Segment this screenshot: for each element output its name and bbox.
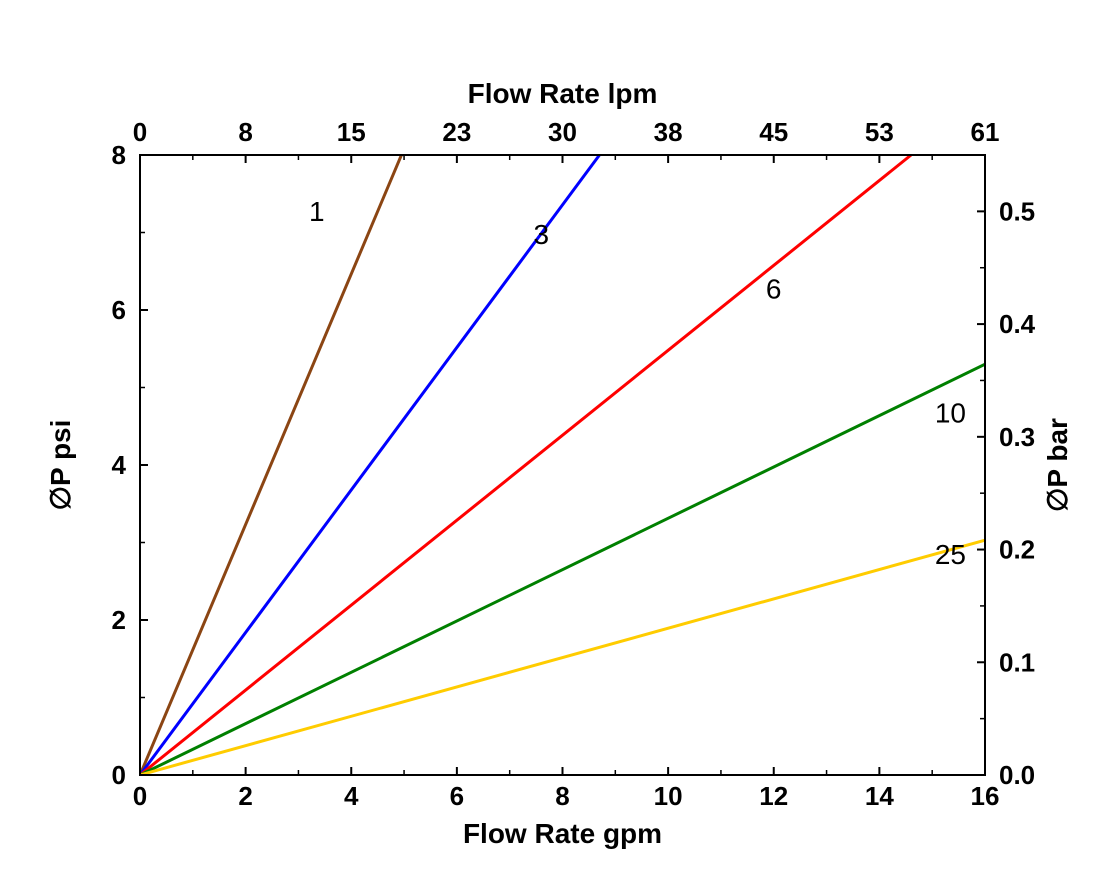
x-bottom-title: Flow Rate gpm <box>463 818 662 849</box>
x-top-tick-label: 0 <box>133 117 147 147</box>
x-top-title: Flow Rate lpm <box>468 78 658 109</box>
y-right-tick-label: 0.0 <box>999 760 1035 790</box>
y-left-tick-label: 0 <box>112 760 126 790</box>
x-bottom-tick-label: 14 <box>865 781 894 811</box>
x-bottom-tick-label: 4 <box>344 781 359 811</box>
series-label-25: 25 <box>935 539 966 570</box>
series-label-10: 10 <box>935 397 966 428</box>
x-bottom-tick-label: 12 <box>759 781 788 811</box>
chart-root: 0246810121416Flow Rate gpm08152330384553… <box>0 0 1120 886</box>
x-top-tick-label: 30 <box>548 117 577 147</box>
y-right-tick-label: 0.2 <box>999 535 1035 565</box>
y-right-tick-label: 0.4 <box>999 309 1036 339</box>
series-label-3: 3 <box>533 219 549 250</box>
x-top-tick-label: 53 <box>865 117 894 147</box>
series-label-6: 6 <box>766 273 782 304</box>
y-left-title: ∅P psi <box>45 420 76 511</box>
y-left-tick-label: 2 <box>112 605 126 635</box>
x-bottom-tick-label: 6 <box>450 781 464 811</box>
x-bottom-tick-label: 0 <box>133 781 147 811</box>
x-top-tick-label: 23 <box>442 117 471 147</box>
y-right-tick-label: 0.3 <box>999 422 1035 452</box>
y-right-title: ∅P bar <box>1042 418 1073 512</box>
x-bottom-tick-label: 16 <box>971 781 1000 811</box>
y-left-tick-label: 6 <box>112 295 126 325</box>
x-top-tick-label: 45 <box>759 117 788 147</box>
y-right-tick-label: 0.5 <box>999 196 1035 226</box>
y-left-tick-label: 4 <box>112 450 127 480</box>
y-left-tick-label: 8 <box>112 140 126 170</box>
plot-area <box>140 155 985 775</box>
x-top-tick-label: 8 <box>238 117 252 147</box>
x-bottom-tick-label: 8 <box>555 781 569 811</box>
y-right-tick-label: 0.1 <box>999 647 1035 677</box>
x-bottom-tick-label: 2 <box>238 781 252 811</box>
series-label-1: 1 <box>309 196 325 227</box>
x-top-tick-label: 15 <box>337 117 366 147</box>
x-top-tick-label: 38 <box>654 117 683 147</box>
x-bottom-tick-label: 10 <box>654 781 683 811</box>
x-top-tick-label: 61 <box>971 117 1000 147</box>
